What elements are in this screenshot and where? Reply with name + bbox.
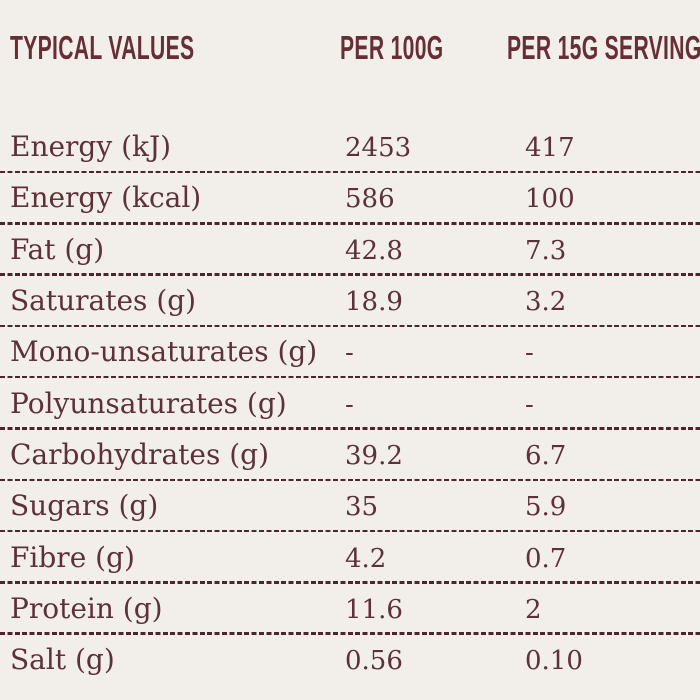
per-serving-value: -	[525, 338, 534, 369]
per-100g-value: 2453	[345, 133, 412, 164]
per-serving-value: 6.7	[525, 440, 567, 471]
header-per-15g-serving: PER 15G SERVING	[507, 31, 700, 65]
per-100g-value: 0.56	[345, 646, 403, 677]
row-label: Salt (g)	[10, 643, 115, 677]
per-100g-value: 35	[345, 492, 379, 523]
per-100g-value: -	[345, 389, 354, 420]
header-per-100g-label: PER 100G	[340, 29, 444, 66]
row-label: Fibre (g)	[10, 540, 135, 574]
per-serving-value: -	[525, 389, 534, 420]
per-serving-value: 100	[525, 184, 575, 215]
table-row-saturates: Saturates (g) 18.9 3.2	[0, 275, 700, 328]
per-serving-value: 5.9	[525, 492, 567, 523]
row-label: Protein (g)	[10, 591, 163, 625]
row-label: Fat (g)	[10, 232, 105, 266]
per-100g-value: -	[345, 338, 354, 369]
per-100g-value: 42.8	[345, 235, 403, 266]
per-serving-value: 417	[525, 133, 575, 164]
per-serving-value: 2	[525, 594, 542, 625]
header-per-15g-serving-label: PER 15G SERVING	[507, 29, 700, 66]
table-row-polyunsaturates: Polyunsaturates (g) - -	[0, 377, 700, 431]
per-serving-value: 7.3	[525, 235, 567, 266]
table-row-fat: Fat (g) 42.8 7.3	[0, 224, 700, 277]
header-typical-values: TYPICAL VALUES	[10, 31, 340, 65]
per-100g-value: 586	[345, 184, 395, 215]
row-label: Energy (kcal)	[10, 181, 202, 215]
table-row-sugars: Sugars (g) 35 5.9	[0, 480, 700, 533]
row-label: Mono-unsaturates (g)	[10, 335, 318, 369]
table-row-carbohydrates: Carbohydrates (g) 39.2 6.7	[0, 429, 700, 482]
header-per-100g: PER 100G	[340, 31, 507, 65]
table-row-energy-kcal: Energy (kcal) 586 100	[0, 172, 700, 225]
table-row-fibre: Fibre (g) 4.2 0.7	[0, 531, 700, 584]
per-serving-value: 0.7	[525, 543, 567, 574]
per-100g-value: 11.6	[345, 594, 403, 625]
table-row-energy-kj: Energy (kJ) 2453 417	[0, 121, 700, 174]
table-body: Energy (kJ) 2453 417 Energy (kcal) 586 1…	[0, 121, 700, 685]
per-100g-value: 4.2	[345, 543, 387, 574]
row-label: Carbohydrates (g)	[10, 437, 269, 471]
row-label: Polyunsaturates (g)	[10, 386, 287, 420]
per-serving-value: 0.10	[525, 646, 583, 677]
table-row-salt: Salt (g) 0.56 0.10	[0, 634, 700, 685]
row-label: Sugars (g)	[10, 489, 159, 523]
per-100g-value: 39.2	[345, 440, 403, 471]
table-header-row: TYPICAL VALUES PER 100G PER 15G SERVING	[0, 31, 700, 65]
row-label: Energy (kJ)	[10, 130, 172, 164]
table-row-mono-unsaturates: Mono-unsaturates (g) - -	[0, 326, 700, 379]
per-serving-value: 3.2	[525, 287, 567, 318]
per-100g-value: 18.9	[345, 287, 403, 318]
table-row-protein: Protein (g) 11.6 2	[0, 583, 700, 636]
header-typical-values-label: TYPICAL VALUES	[10, 29, 195, 66]
row-label: Saturates (g)	[10, 284, 197, 318]
